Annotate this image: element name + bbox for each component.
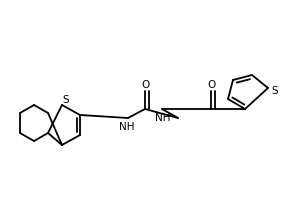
- Text: NH: NH: [155, 113, 171, 123]
- Text: NH: NH: [119, 122, 135, 132]
- Text: S: S: [63, 95, 69, 105]
- Text: O: O: [207, 80, 215, 90]
- Text: S: S: [272, 86, 278, 96]
- Text: O: O: [141, 80, 149, 90]
